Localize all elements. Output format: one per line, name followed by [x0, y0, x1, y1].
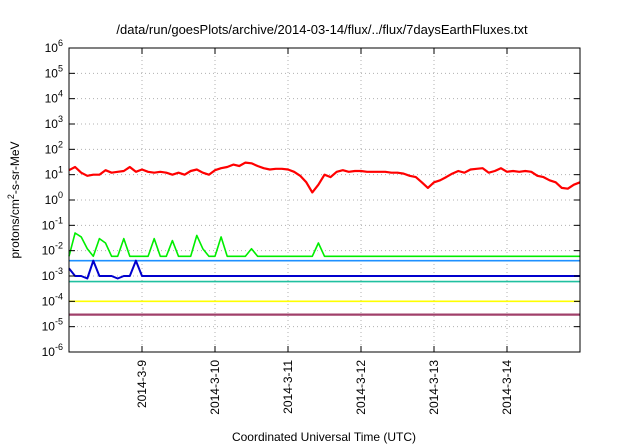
y-tick-label: 106: [45, 38, 63, 55]
x-tick-label: 2014-3-11: [281, 360, 295, 414]
flux-series-line: [68, 161, 581, 194]
data-series: [68, 161, 581, 316]
y-axis-label-pre: protons/cm: [8, 199, 22, 258]
y-tick-label: 10-6: [42, 342, 63, 359]
y-tick-label: 105: [45, 63, 63, 80]
y-tick-label: 10-2: [42, 241, 63, 258]
y-tick-label: 102: [45, 139, 63, 156]
y-tick-label: 100: [45, 190, 63, 207]
x-tick-label: 2014-3-12: [354, 360, 368, 415]
y-tick-label: 10-5: [42, 317, 63, 334]
y-axis-label-sup: 2: [6, 194, 16, 199]
flux-series-line: [68, 232, 580, 258]
x-axis-ticks: 2014-3-9 2014-3-10 2014-3-11 2014-3-12 2014-…: [135, 48, 514, 415]
y-tick-label: 10-1: [42, 215, 63, 232]
x-axis-label: Coordinated Universal Time (UTC): [232, 430, 416, 444]
x-tick-label: 2014-3-13: [427, 360, 441, 415]
y-tick-label: 103: [45, 114, 63, 131]
y-axis-label: protons/cm2-s-sr-MeV: [6, 141, 22, 258]
grid-lines: [69, 48, 580, 352]
y-axis-label-post: -s-sr-MeV: [8, 141, 22, 194]
x-tick-label: 2014-3-9: [135, 360, 149, 408]
x-tick-label: 2014-3-14: [500, 360, 514, 415]
x-tick-label: 2014-3-10: [208, 360, 222, 415]
y-axis-ticks: 10-6 10-5 10-4 10-3 10-2 10-1 100 101 102 103 104 1…: [42, 38, 580, 359]
chart-title: /data/run/goesPlots/archive/2014-03-14/f…: [116, 22, 528, 37]
y-tick-label: 104: [45, 89, 63, 106]
y-tick-label: 10-4: [42, 291, 63, 308]
y-tick-label: 10-3: [42, 266, 63, 283]
flux-series-line: [68, 259, 580, 280]
y-tick-label: 101: [45, 165, 63, 182]
